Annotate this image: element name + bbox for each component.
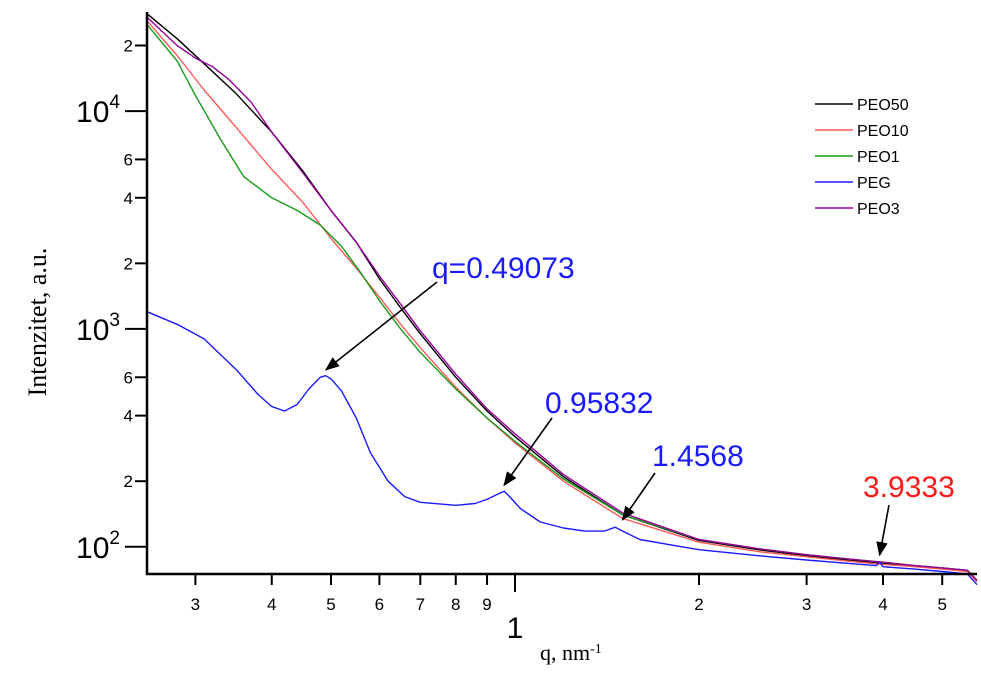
- x-tick-label: 3: [802, 595, 811, 614]
- x-axis-label-text: q, nm: [540, 640, 590, 665]
- y-tick-label: 4: [124, 189, 133, 208]
- annotation-arrow: [503, 417, 553, 487]
- series-line-peg: [146, 311, 978, 586]
- y-tick-label: 103: [76, 310, 120, 347]
- x-tick-label: 6: [375, 595, 384, 614]
- y-tick-label: 104: [76, 92, 120, 129]
- annotation-arrow: [621, 472, 656, 521]
- x-tick-label: 4: [267, 595, 276, 614]
- series-layer: [146, 13, 978, 586]
- x-tick-label: 1: [507, 612, 524, 645]
- y-tick-exponent: 4: [109, 92, 120, 113]
- axes-frame: [145, 12, 977, 576]
- legend-entry: PEO1: [857, 149, 900, 166]
- legend-entry: PEO50: [857, 97, 909, 114]
- x-axis-label: q, nm-1: [540, 640, 602, 665]
- annotation-label: q=0.49073: [432, 252, 575, 285]
- series-line-peo3: [146, 16, 978, 581]
- annotation-arrow: [876, 504, 890, 557]
- x-tick-label: 7: [416, 595, 425, 614]
- y-tick-label: 6: [124, 150, 133, 169]
- y-tick-base: 10: [76, 532, 109, 565]
- y-tick-exponent: 2: [109, 528, 120, 549]
- x-tick-label: 9: [482, 595, 491, 614]
- x-tick-label: 5: [937, 595, 946, 614]
- legend-entry: PEO10: [857, 123, 909, 140]
- annotation-label: 0.95832: [545, 387, 653, 420]
- y-tick-label: 102: [76, 528, 120, 565]
- y-tick-label: 2: [124, 37, 133, 56]
- y-tick-label: 2: [124, 472, 133, 491]
- y-tick-label: 4: [124, 407, 133, 426]
- x-tick-label: 5: [326, 595, 335, 614]
- y-tick-label: 6: [124, 368, 133, 387]
- series-line-peo1: [146, 23, 978, 581]
- y-tick-label: 2: [124, 254, 133, 273]
- legend-entry: PEO3: [857, 201, 900, 218]
- annotations: q=0.49073 0.95832 1.4568 3.9333: [324, 252, 955, 557]
- annotation-arrow: [324, 281, 438, 371]
- x-tick-label: 4: [878, 595, 887, 614]
- legend: PEO50 PEO10 PEO1 PEG PEO3: [815, 97, 909, 218]
- x-tick-label: 3: [191, 595, 200, 614]
- y-tick-exponent: 3: [109, 310, 120, 331]
- x-tick-label: 2: [694, 595, 703, 614]
- y-tick-base: 10: [76, 96, 109, 129]
- y-axis-label: Intenzitet, a.u.: [23, 248, 52, 397]
- annotation-label: 1.4568: [652, 440, 744, 473]
- series-line-peo10: [146, 20, 978, 583]
- series-line-peo50: [146, 13, 978, 581]
- y-tick-base: 10: [76, 314, 109, 347]
- legend-entry: PEG: [857, 175, 891, 192]
- x-axis-label-sup: -1: [590, 642, 602, 657]
- x-tick-label: 8: [451, 595, 460, 614]
- annotation-label: 3.9333: [863, 471, 955, 504]
